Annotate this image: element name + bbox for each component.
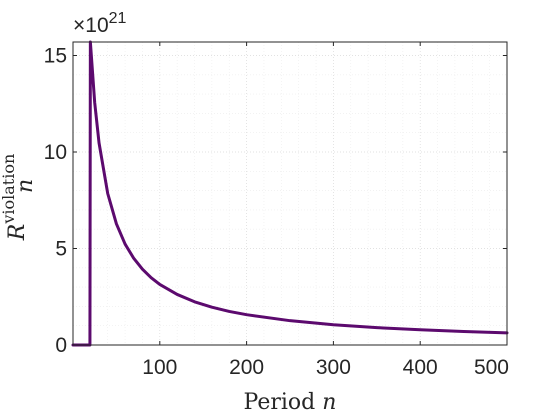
x-axis-title-text: Period	[244, 390, 316, 415]
svg-text:Rviolation: Rviolation	[0, 154, 30, 242]
x-tick-label: 100	[142, 356, 177, 379]
x-tick-label: 400	[403, 356, 438, 379]
x-tick-label: 500	[474, 356, 509, 379]
x-tick-labels: 100 200 300 400 500	[142, 356, 509, 379]
y-tick-label: 10	[44, 141, 67, 164]
x-axis-title: Period n	[244, 390, 337, 415]
minor-grid	[73, 42, 507, 345]
major-grid	[73, 42, 508, 346]
y-exponent-base: ×10	[73, 14, 109, 37]
y-axis-title-base: R	[5, 224, 30, 242]
x-tick-label: 300	[316, 356, 351, 379]
y-tick-label: 15	[44, 45, 67, 68]
y-tick-label: 5	[55, 238, 67, 261]
y-exponent-power: 21	[109, 10, 127, 27]
y-axis-title-sup: violation	[0, 154, 18, 225]
y-tick-label: 0	[55, 334, 67, 357]
y-axis-title-sub: n	[13, 179, 38, 193]
x-axis-title-var: n	[322, 390, 336, 415]
tick-marks	[73, 42, 508, 346]
y-exponent-label: ×1021	[73, 10, 127, 37]
y-tick-labels: 0 5 10 15	[44, 45, 67, 357]
series-line	[71, 40, 509, 347]
axes-box	[72, 41, 508, 346]
series-layer	[71, 40, 509, 347]
x-tick-label: 200	[229, 356, 264, 379]
y-axis-title: Rviolation n	[0, 154, 38, 242]
